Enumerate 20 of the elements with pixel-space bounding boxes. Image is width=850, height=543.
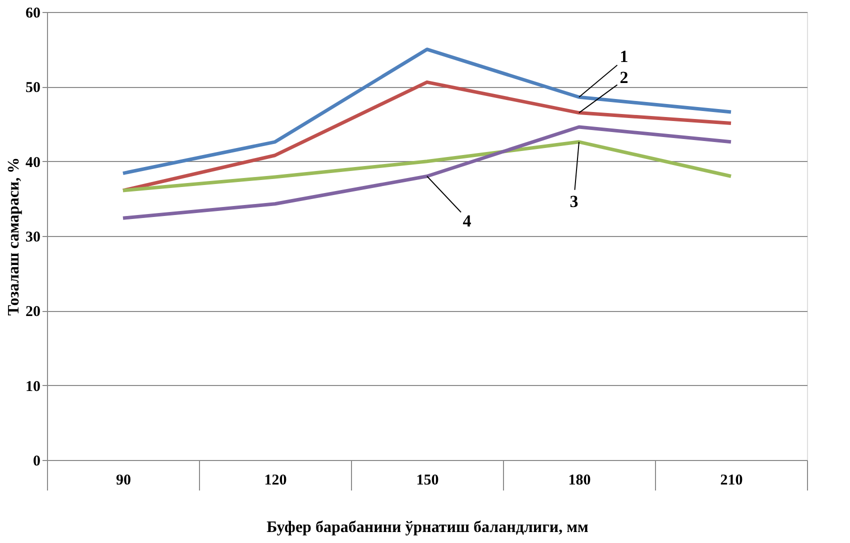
y-tick-label: 30 <box>26 230 40 246</box>
annotation: 1 <box>620 47 628 66</box>
y-tick-label: 40 <box>26 154 40 171</box>
x-tick-label: 120 <box>264 472 287 488</box>
x-axis-title: Буфер барабанини ўрнатиш баландлиги, мм <box>266 519 589 536</box>
y-tick-label: 0 <box>33 454 40 470</box>
line-series <box>121 140 733 192</box>
y-axis-title: Тозалаш самараси, % <box>6 157 22 316</box>
x-tick-label: 90 <box>116 472 131 488</box>
annotation: 2 <box>620 68 628 87</box>
y-tick-label: 50 <box>26 80 40 96</box>
x-tick-label: 210 <box>720 472 743 488</box>
x-tick-label: 180 <box>568 472 591 488</box>
y-tick-label: 60 <box>26 6 40 22</box>
line-series <box>121 48 733 176</box>
x-tick-label: 150 <box>416 472 439 488</box>
annotation: 4 <box>462 211 472 230</box>
y-tick-label: 10 <box>26 378 40 395</box>
y-tick-label: 20 <box>26 304 40 320</box>
annotation: 3 <box>570 192 578 211</box>
